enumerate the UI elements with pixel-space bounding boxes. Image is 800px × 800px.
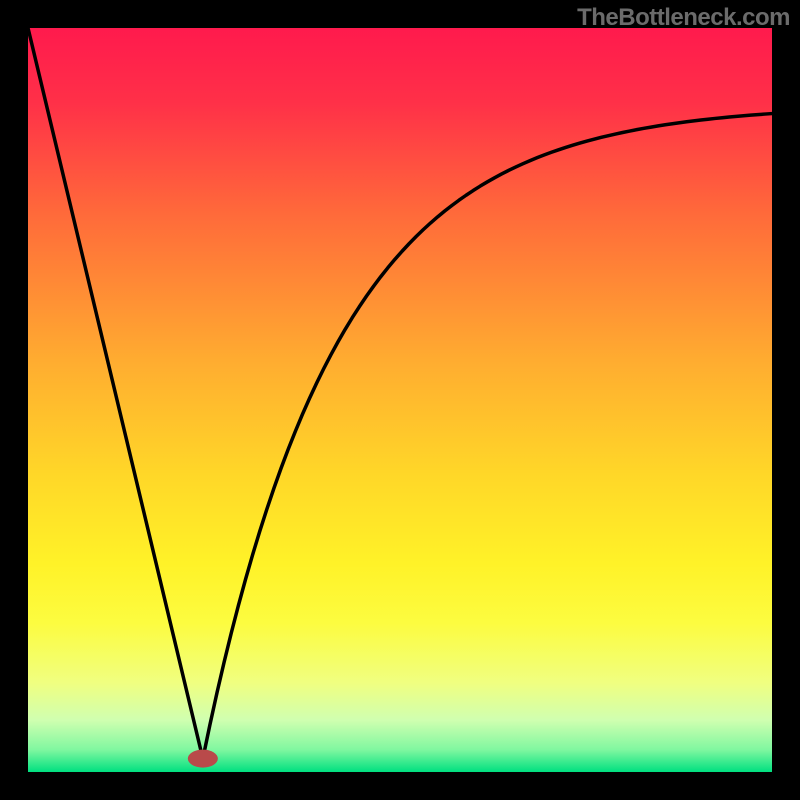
optimal-point-marker xyxy=(188,750,218,768)
bottleneck-chart xyxy=(0,0,800,800)
chart-container: TheBottleneck.com xyxy=(0,0,800,800)
watermark-text: TheBottleneck.com xyxy=(577,4,790,32)
chart-background-gradient xyxy=(28,28,772,772)
